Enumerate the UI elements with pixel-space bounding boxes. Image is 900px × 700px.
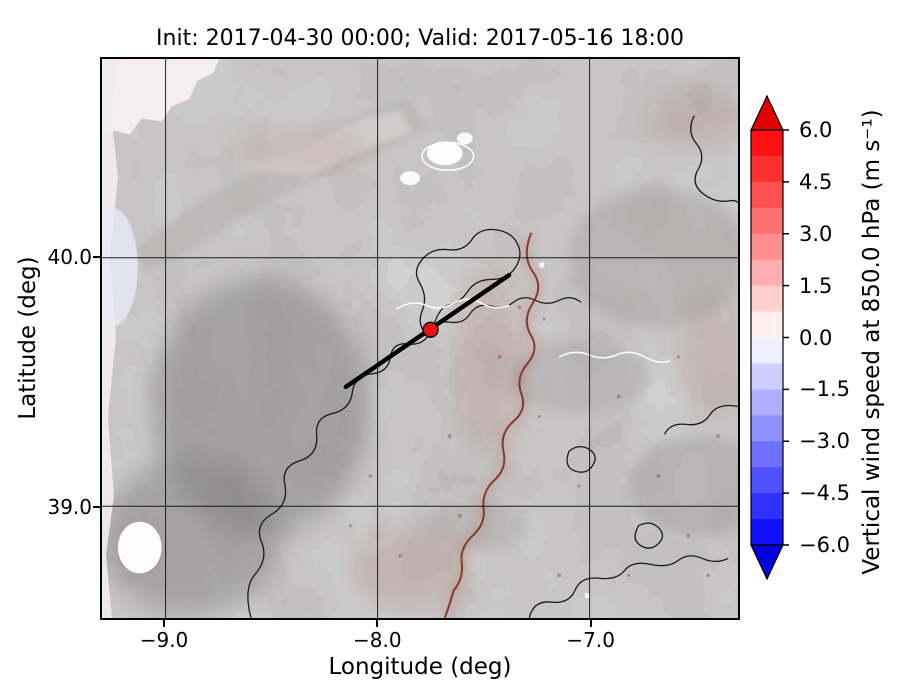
x-tick-mark [163, 620, 165, 627]
colorbar-band [751, 493, 783, 520]
colorbar-band [751, 389, 783, 416]
colorbar-label: Vertical wind speed at 850.0 hPa (m s⁻¹) [859, 109, 885, 575]
colorbar-band [751, 415, 783, 442]
y-tick-mark [93, 256, 100, 259]
colorbar-tick-label: −6.0 [799, 533, 850, 557]
colorbar [750, 95, 789, 581]
river-line [443, 232, 540, 618]
colorbar-tick-label: −1.5 [799, 377, 850, 402]
colorbar-band [751, 285, 783, 313]
y-tick-label: 39.0 [47, 495, 92, 520]
x-tick-mark [589, 620, 592, 627]
x-tick-mark [376, 620, 379, 627]
map-plot-area [100, 57, 740, 620]
colorbar-band [751, 259, 783, 287]
contour-line [566, 446, 596, 473]
y-axis-label: Latitude (deg) [15, 256, 41, 420]
colorbar-under-arrow [750, 544, 784, 581]
colorbar-band [751, 233, 783, 261]
x-tick-label: −9.0 [139, 628, 189, 652]
plot-title: Init: 2017-04-30 00:00; Valid: 2017-05-1… [156, 26, 684, 51]
colorbar-band [751, 519, 783, 546]
coastal-white-patch [117, 521, 162, 574]
ocean-strip [102, 59, 220, 618]
colorbar-band [751, 337, 783, 365]
y-tick-label: 40.0 [47, 245, 92, 270]
colorbar-band [751, 441, 783, 468]
contour-line [634, 522, 664, 549]
colorbar-tick-label: 1.5 [799, 273, 833, 298]
y-tick-mark [93, 506, 100, 509]
colorbar-band [751, 155, 783, 183]
colorbar-tick-label: 6.0 [799, 118, 833, 142]
x-tick-label: −7.0 [566, 628, 615, 652]
contour-line [690, 115, 738, 204]
contour-line [415, 228, 521, 339]
colorbar-band [751, 467, 783, 494]
updraft-speckles [348, 305, 720, 578]
white-contours [395, 141, 671, 363]
x-axis-label: Longitude (deg) [328, 654, 512, 680]
contour-line [663, 404, 738, 435]
x-tick-label: −8.0 [353, 628, 402, 652]
colorbar-tick-label: 3.0 [799, 221, 833, 246]
colorbar-tick-label: −3.0 [799, 429, 850, 454]
colorbar-band [751, 311, 783, 339]
colorbar-band [751, 363, 783, 390]
contour-line [247, 297, 582, 618]
colorbar-band [751, 181, 783, 209]
colorbar-band [751, 130, 783, 157]
colorbar-tick-label: 0.0 [799, 325, 833, 350]
river-valley [441, 231, 542, 618]
contour-line [528, 555, 729, 618]
elevation-contours [247, 115, 738, 618]
updraft-wash [231, 88, 738, 608]
colorbar-tick-label: −4.5 [799, 481, 850, 506]
station-marker [422, 321, 439, 338]
colorbar-over-arrow [750, 95, 784, 131]
annotation-overlay [102, 59, 738, 618]
colorbar-band [751, 207, 783, 235]
colorbar-tick-label: 4.5 [799, 169, 833, 194]
high-peaks [400, 132, 590, 599]
